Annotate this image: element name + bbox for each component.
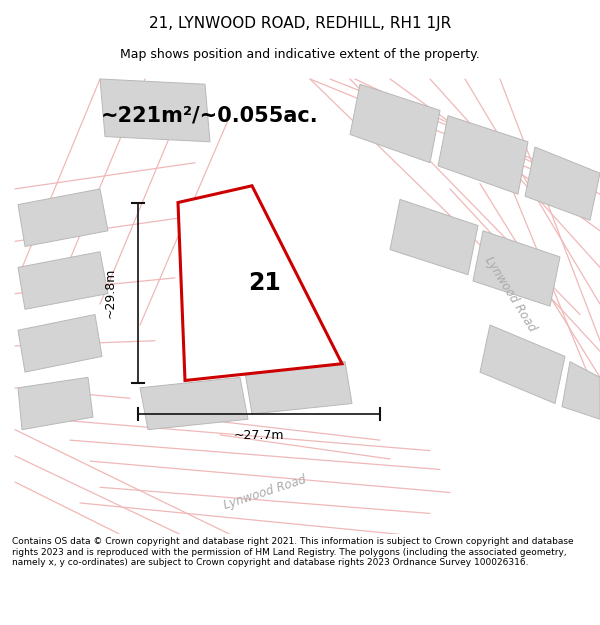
Text: 21, LYNWOOD ROAD, REDHILL, RH1 1JR: 21, LYNWOOD ROAD, REDHILL, RH1 1JR xyxy=(149,16,451,31)
Polygon shape xyxy=(18,378,93,430)
Text: Map shows position and indicative extent of the property.: Map shows position and indicative extent… xyxy=(120,48,480,61)
Polygon shape xyxy=(562,362,600,419)
Text: 21: 21 xyxy=(248,271,281,295)
Polygon shape xyxy=(473,231,560,306)
Text: ~29.8m: ~29.8m xyxy=(104,268,116,318)
Text: ~221m²/~0.055ac.: ~221m²/~0.055ac. xyxy=(101,106,319,126)
Polygon shape xyxy=(390,199,478,275)
Polygon shape xyxy=(18,252,108,309)
Polygon shape xyxy=(178,186,342,381)
Text: ~27.7m: ~27.7m xyxy=(234,429,284,442)
Polygon shape xyxy=(18,314,102,372)
Polygon shape xyxy=(480,325,565,404)
Polygon shape xyxy=(350,84,440,162)
Polygon shape xyxy=(245,362,352,414)
Text: Lynwood Road: Lynwood Road xyxy=(482,254,538,334)
Text: Contains OS data © Crown copyright and database right 2021. This information is : Contains OS data © Crown copyright and d… xyxy=(12,538,574,568)
Polygon shape xyxy=(438,116,528,194)
Polygon shape xyxy=(140,378,248,430)
Text: Lynwood Road: Lynwood Road xyxy=(222,473,308,512)
Polygon shape xyxy=(525,147,600,220)
Polygon shape xyxy=(100,79,210,142)
Polygon shape xyxy=(18,189,108,246)
